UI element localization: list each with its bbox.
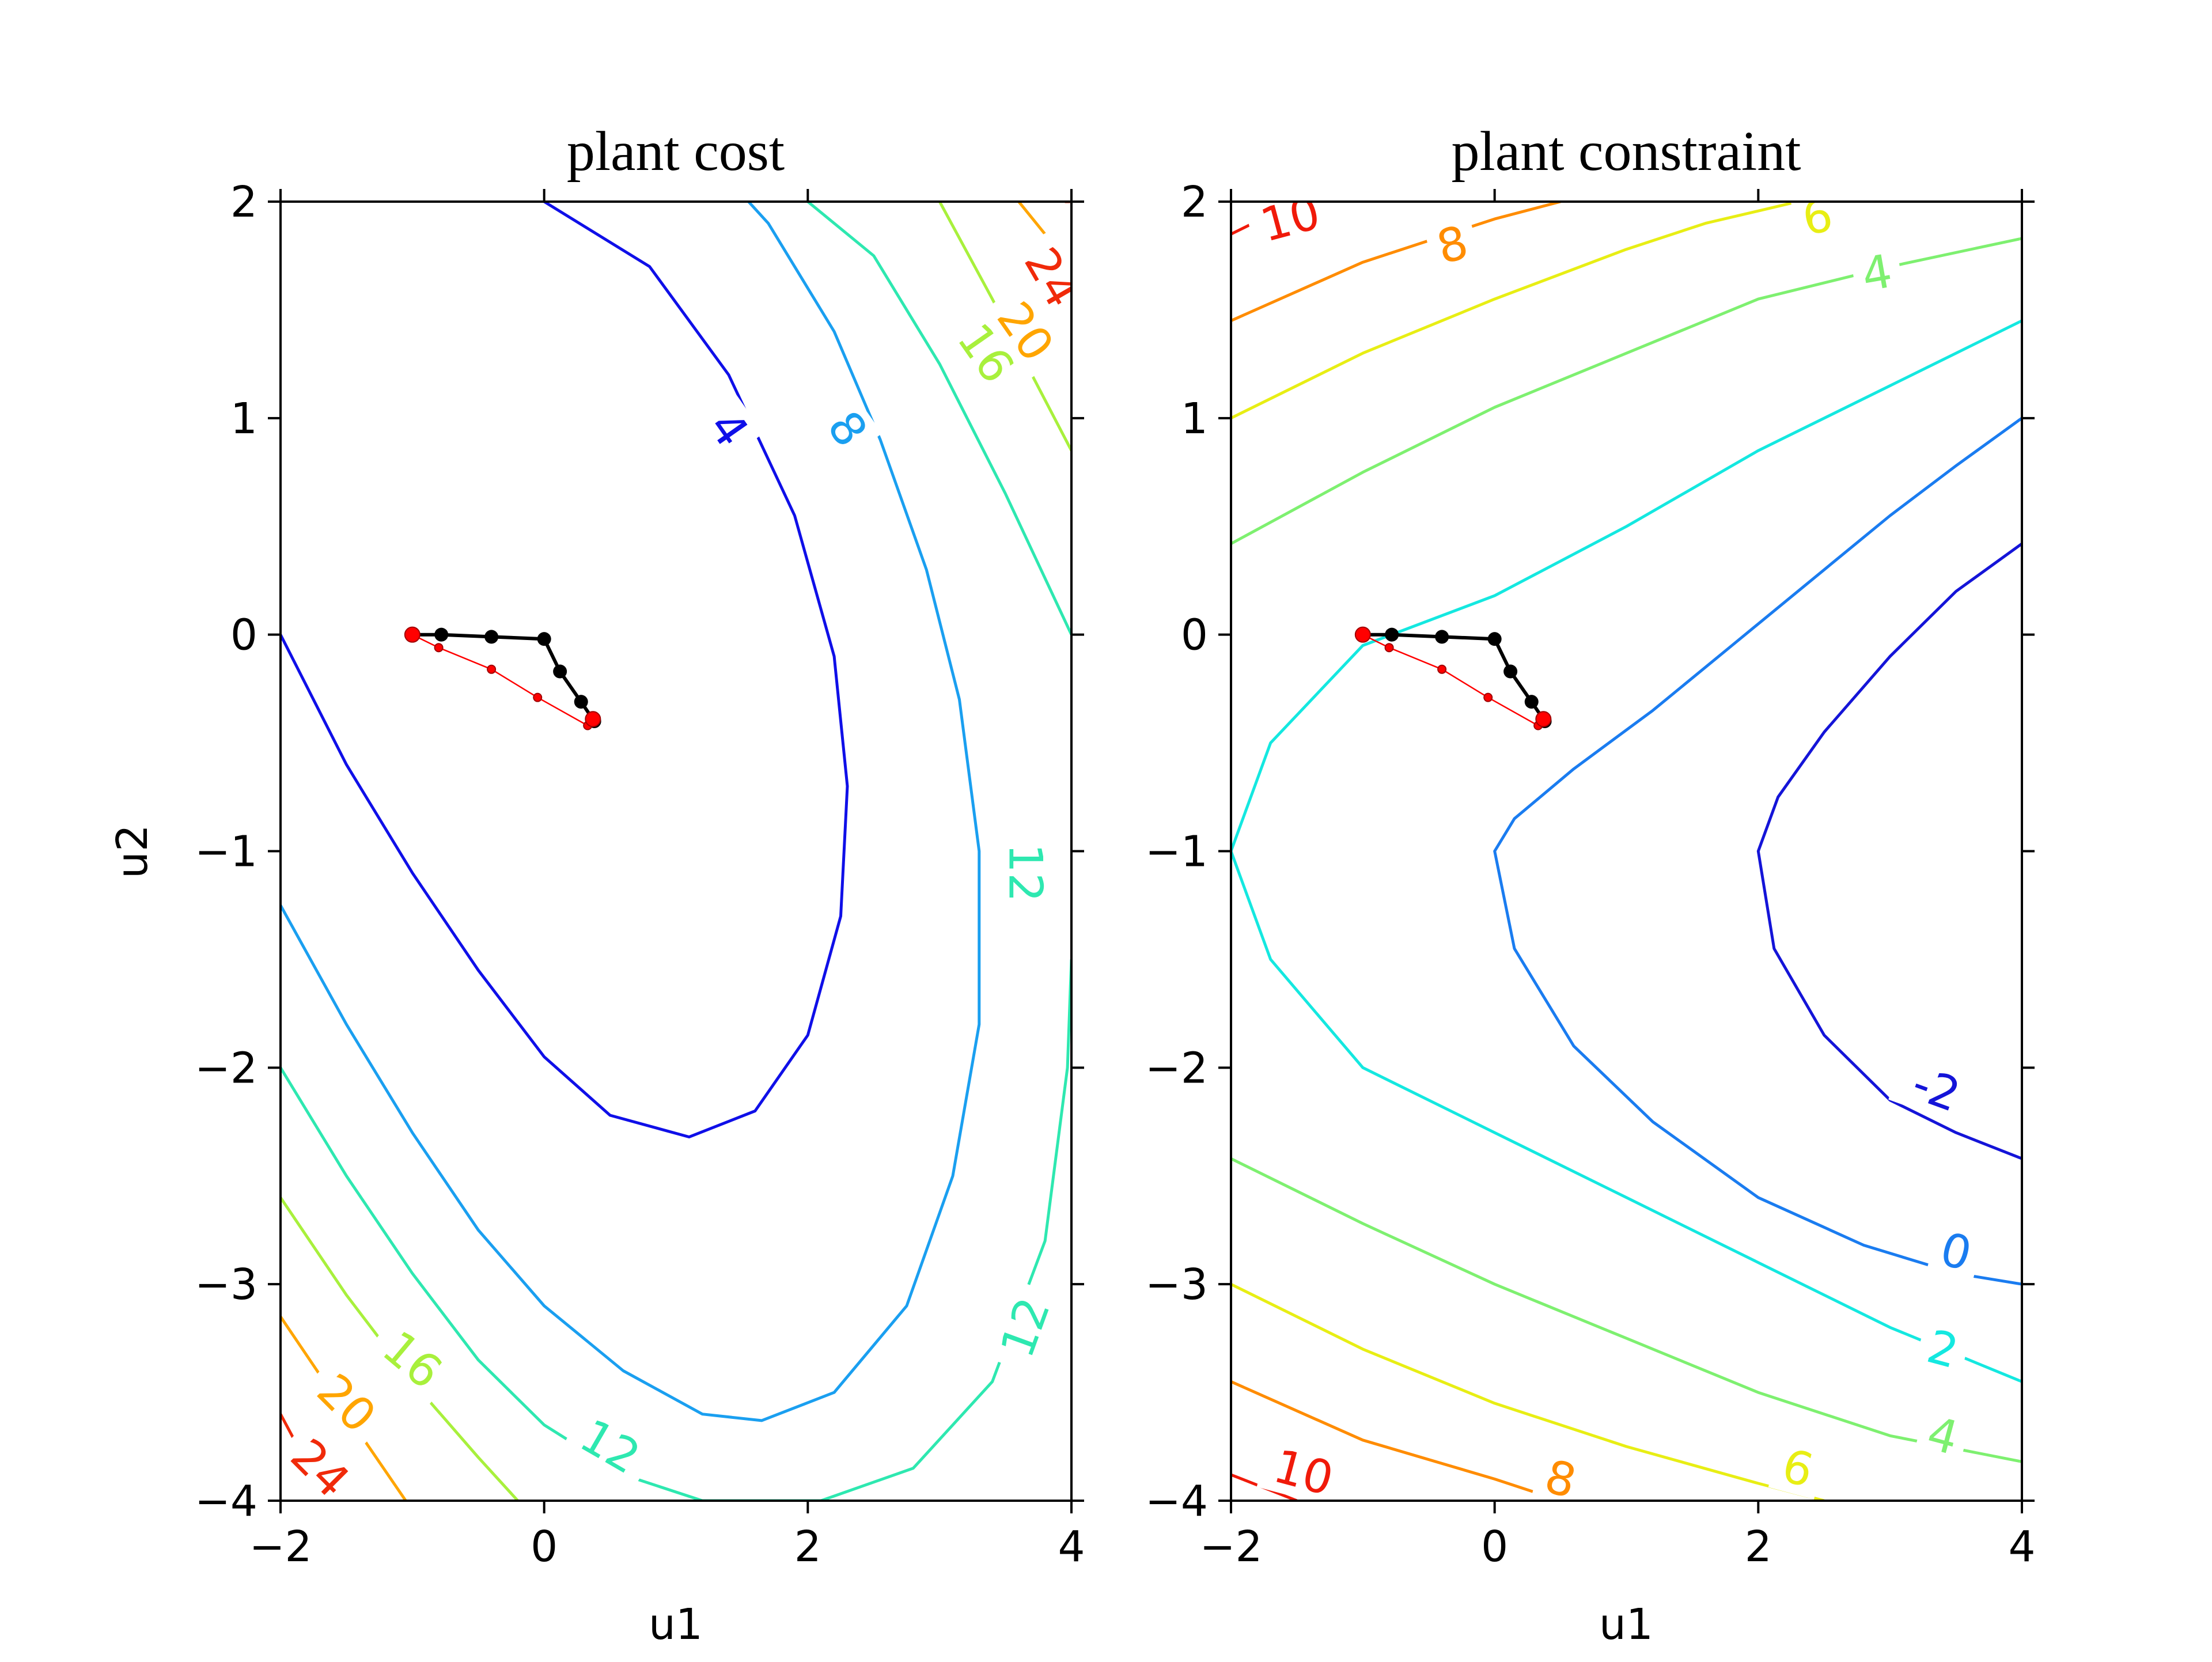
- contour-label-gap: [999, 831, 1051, 915]
- trajectory-point: [553, 664, 567, 679]
- y-tick-label: −4: [195, 1477, 257, 1526]
- contour-line-12: [281, 959, 1071, 1501]
- y-tick-label: 0: [1181, 611, 1208, 660]
- y-tick-label: 2: [230, 177, 257, 227]
- panel-title: plant constraint: [1452, 120, 1801, 183]
- contour-line-4: [1231, 1157, 2022, 1463]
- x-tick-label: −2: [249, 1522, 312, 1572]
- contour-line-0: [1493, 417, 2022, 1286]
- contour-line-12: [806, 202, 1071, 635]
- x-tick-label: 4: [1058, 1522, 1085, 1572]
- contour-label-gap: [1423, 214, 1482, 277]
- y-tick-label: −2: [195, 1043, 257, 1093]
- contour-label-gap: [1531, 1448, 1590, 1501]
- model-point: [533, 692, 543, 702]
- contour-label: 12: [998, 843, 1052, 902]
- contour-line-neg2: [1756, 542, 2022, 1160]
- contour-label-gap: [980, 282, 1071, 381]
- contour-line-6: [1231, 202, 1798, 420]
- contour-label-gap: [281, 1420, 368, 1501]
- x-axis-label: u1: [649, 1600, 703, 1649]
- contour-label-gap: [1913, 1318, 1972, 1380]
- contour-label-gap: [1008, 228, 1071, 327]
- y-tick-label: 0: [230, 611, 257, 660]
- trajectory-point: [1487, 632, 1502, 646]
- y-tick-label: −2: [1145, 1043, 1208, 1093]
- contour-line-8: [281, 202, 981, 1422]
- y-tick-label: −3: [195, 1260, 257, 1309]
- trajectory-point: [1435, 630, 1449, 644]
- y-tick-label: −4: [1145, 1477, 1208, 1526]
- contour-line-4: [1231, 237, 2022, 545]
- x-axis-label: u1: [1599, 1600, 1653, 1649]
- contour-label-gap: [561, 1403, 659, 1490]
- trajectory-point: [1524, 695, 1539, 709]
- contour-line-8: [1231, 1380, 1561, 1501]
- trajectory-point: [1385, 627, 1399, 642]
- contour-label-gap: [1243, 202, 1338, 255]
- x-tick-label: 2: [794, 1522, 821, 1572]
- y-tick-label: −1: [195, 827, 257, 877]
- contour-label-gap: [941, 304, 1031, 402]
- panel-title: plant cost: [567, 120, 785, 183]
- y-tick-label: 1: [1181, 394, 1208, 444]
- contour-label-gap: [363, 1313, 461, 1407]
- x-tick-label: 0: [531, 1522, 558, 1572]
- trajectory-point: [537, 632, 551, 646]
- axes-frame: [1230, 200, 2023, 1502]
- trajectory-point: [434, 627, 449, 642]
- contour-label-gap: [1768, 1437, 1828, 1500]
- contour-label-gap: [1849, 243, 1905, 303]
- contour-label-gap: [1256, 1437, 1351, 1501]
- model-point: [487, 664, 497, 674]
- trajectory-point: [484, 630, 499, 644]
- y-tick-label: 2: [1181, 177, 1208, 227]
- contour-label-gap: [298, 1356, 395, 1451]
- contour-line-4: [281, 202, 849, 1139]
- contour-label-gap: [812, 395, 882, 464]
- y-axis-label: u2: [108, 824, 157, 879]
- y-tick-label: −3: [1145, 1260, 1208, 1309]
- x-tick-label: 0: [1481, 1522, 1508, 1572]
- trajectory-point: [574, 695, 588, 709]
- endpoint-marker: [1535, 711, 1552, 728]
- x-tick-label: −2: [1199, 1522, 1262, 1572]
- contour-label-gap: [986, 1279, 1064, 1376]
- endpoint-marker: [404, 626, 421, 643]
- x-tick-label: 4: [2008, 1522, 2035, 1572]
- model-point: [1384, 643, 1394, 653]
- endpoint-marker: [585, 711, 601, 728]
- contour-label-gap: [1888, 1051, 1984, 1128]
- contour-label-gap: [694, 395, 764, 464]
- model-point: [434, 643, 444, 653]
- y-tick-label: −1: [1145, 827, 1208, 877]
- model-point: [1437, 664, 1447, 674]
- contour-label-gap: [1913, 1404, 1972, 1467]
- contour-line-2: [1231, 319, 2022, 1383]
- model-point: [1483, 692, 1493, 702]
- y-tick-label: 1: [230, 394, 257, 444]
- x-tick-label: 2: [1745, 1522, 1772, 1572]
- contour-label-gap: [1926, 1220, 1986, 1283]
- endpoint-marker: [1354, 626, 1371, 643]
- trajectory-point: [1503, 664, 1518, 679]
